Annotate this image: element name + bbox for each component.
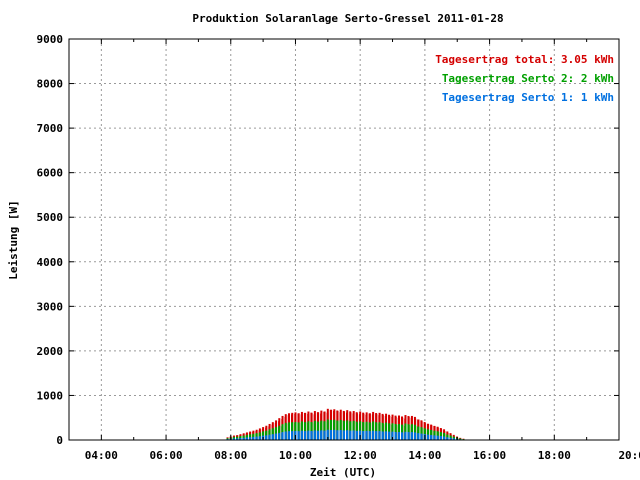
bars: [226, 408, 468, 440]
y-tick-label: 8000: [37, 78, 64, 91]
chart-title: Produktion Solaranlage Serto-Gressel 201…: [192, 12, 503, 25]
legend: Tagesertrag total: 3.05 kWh Tagesertrag S…: [435, 53, 614, 104]
x-tick-label: 14:00: [408, 449, 441, 462]
y-tick-label: 6000: [37, 167, 64, 180]
y-tick-label: 4000: [37, 256, 64, 269]
x-tick-label: 04:00: [85, 449, 118, 462]
x-tick-label: 10:00: [279, 449, 312, 462]
y-tick-label: 7000: [37, 122, 64, 135]
y-tick-label: 2000: [37, 345, 64, 358]
y-axis-label: Leistung [W]: [7, 200, 20, 279]
x-tick-label: 18:00: [538, 449, 571, 462]
x-axis-label: Zeit (UTC): [310, 466, 376, 479]
x-tick-label: 12:00: [344, 449, 377, 462]
x-tick-label: 06:00: [149, 449, 182, 462]
y-tick-label: 3000: [37, 300, 64, 313]
y-tick-label: 5000: [37, 211, 64, 224]
grid: [69, 39, 619, 440]
y-tick-label: 1000: [37, 389, 64, 402]
x-tick-label: 08:00: [214, 449, 247, 462]
y-tick-label: 9000: [37, 33, 64, 46]
x-tick-label: 20:00: [618, 449, 640, 462]
plot-frame: [68, 38, 620, 441]
y-tick-label: 0: [56, 434, 63, 447]
legend-entry: Tagesertrag Serto 1: 1 kWh: [442, 91, 614, 104]
legend-entry: Tagesertrag Serto 2: 2 kWh: [442, 72, 614, 85]
legend-entry: Tagesertrag total: 3.05 kWh: [435, 53, 614, 66]
ticks: 0 1000 2000 3000 4000 5000 6000 7000 8000 9000 04:…: [37, 33, 640, 462]
x-tick-label: 16:00: [473, 449, 506, 462]
